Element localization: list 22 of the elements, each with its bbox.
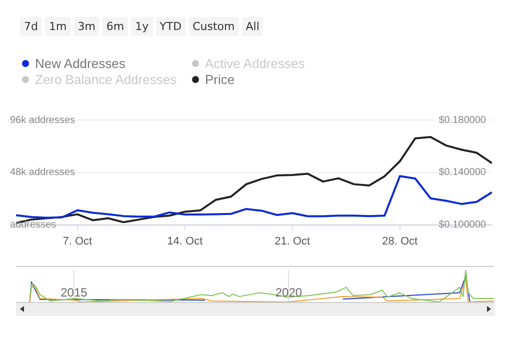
- legend-label: Price: [205, 72, 235, 87]
- text: 1y: [131, 17, 153, 36]
- x-tick-label: 2015: [60, 285, 88, 300]
- y2-tick-label: $0.140000: [438, 167, 486, 178]
- y2-tick-label: $0.180000: [438, 114, 486, 126]
- x-tick-label: 7. Oct: [62, 235, 92, 248]
- y2-tick-label: $0.100000: [438, 220, 486, 231]
- text: 6m: [102, 17, 128, 36]
- text: 1m: [44, 17, 71, 36]
- text: All: [242, 17, 264, 36]
- x-tick-label: 14. Oct: [167, 235, 203, 248]
- text: Custom: [188, 17, 239, 36]
- text: 7d: [20, 17, 42, 36]
- text: YTD: [156, 17, 186, 36]
- x-tick-label: 2020: [275, 285, 302, 300]
- x-tick-label: 28. Oct: [382, 235, 418, 248]
- y-tick-label: 48k addresses: [10, 167, 76, 178]
- x-tick-label: 21. Oct: [274, 235, 310, 248]
- legend-label: New Addresses: [35, 56, 126, 71]
- y-tick-label: 96k addresses: [10, 114, 76, 126]
- y-tick-label: addresses: [10, 220, 56, 231]
- text: 3m: [74, 17, 100, 36]
